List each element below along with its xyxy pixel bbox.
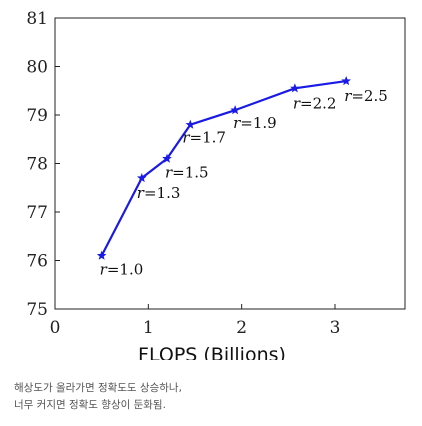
point-labels: r=1.0 r=1.3 r=1.5 r=1.7 r=1.9 r=2.2 r=2.5	[100, 87, 388, 279]
point-label: r=1.3	[137, 184, 181, 202]
x-tick-label: 3	[330, 318, 341, 338]
tick-labels: 0 1 2 3 75 76 77 78 79 80 81	[26, 9, 340, 338]
point-label: r=1.7	[182, 129, 226, 147]
point-label: r=1.9	[233, 114, 277, 132]
tick-marks	[54, 17, 336, 310]
point-label: r=2.5	[344, 87, 388, 105]
x-axis-title: FLOPS (Billions)	[138, 344, 286, 360]
data-points	[96, 76, 351, 260]
caption-line-2: 너무 커지면 정확도 향상이 둔화됨.	[14, 399, 166, 411]
caption: 해상도가 올라가면 정확도도 상승하나, 너무 커지면 정확도 향상이 둔화됨.	[14, 380, 414, 414]
data-point	[341, 76, 351, 86]
point-label: r=2.2	[293, 94, 337, 112]
y-tick-label: 76	[26, 252, 48, 272]
x-tick-label: 0	[50, 318, 61, 338]
point-label: r=1.0	[100, 261, 144, 279]
data-point	[230, 105, 240, 115]
y-tick-label: 81	[26, 9, 48, 29]
y-tick-label: 80	[26, 58, 48, 78]
data-point	[162, 153, 172, 163]
y-tick-label: 78	[26, 155, 48, 175]
caption-line-1: 해상도가 올라가면 정확도도 상승하나,	[14, 382, 182, 394]
x-tick-label: 2	[236, 318, 247, 338]
data-point	[96, 250, 107, 260]
point-label: r=1.5	[165, 164, 209, 182]
y-tick-label: 77	[26, 203, 48, 223]
data-point	[185, 119, 196, 129]
x-tick-label: 1	[143, 318, 154, 338]
y-tick-label: 75	[26, 300, 48, 320]
data-point	[290, 83, 300, 93]
data-point	[137, 173, 147, 183]
y-tick-label: 79	[26, 106, 48, 126]
